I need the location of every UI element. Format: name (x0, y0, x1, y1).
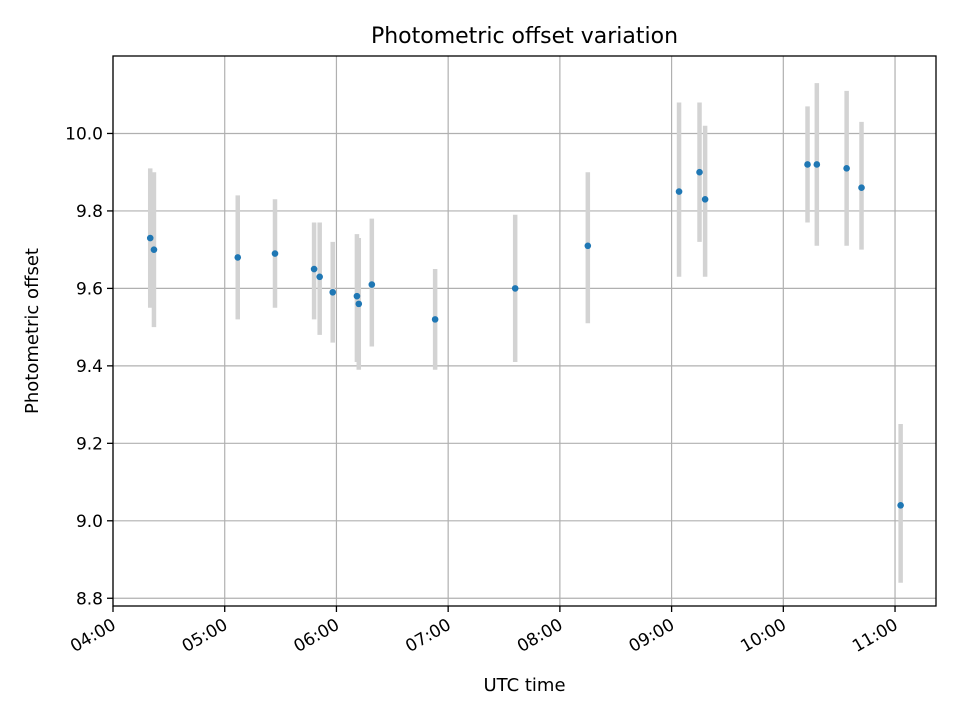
data-point (675, 188, 683, 195)
chart-title: Photometric offset variation (371, 24, 678, 49)
data-point (804, 161, 811, 168)
x-tick-label: 04:00 (67, 615, 119, 657)
data-point (696, 168, 703, 176)
data-points (146, 161, 904, 509)
data-point (584, 242, 592, 250)
x-tick-label: 11:00 (849, 615, 901, 657)
data-point (813, 161, 821, 168)
y-axis-ticks: 8.8 9.0 9.2 9.4 9.6 9.8 10.0 (65, 124, 113, 609)
x-tick-label: 07:00 (402, 615, 454, 657)
data-point (858, 184, 865, 191)
plot-frame (112, 55, 937, 607)
data-point (897, 501, 904, 509)
data-point (271, 250, 279, 257)
x-tick-label: 09:00 (626, 615, 678, 657)
y-tick-label: 10.0 (65, 124, 103, 144)
data-point (511, 285, 519, 292)
grid (112, 56, 936, 606)
data-point (368, 281, 376, 288)
x-tick-label: 10:00 (737, 615, 789, 657)
y-tick-label: 9.6 (76, 279, 103, 299)
x-tick-label: 05:00 (179, 615, 231, 657)
y-tick-label: 9.0 (76, 512, 103, 532)
error-bars (147, 83, 903, 583)
x-tick-label: 06:00 (291, 615, 343, 657)
data-point (316, 273, 323, 281)
x-tick-label: 08:00 (514, 615, 566, 657)
data-point (310, 265, 318, 273)
data-point (355, 300, 363, 308)
x-axis-ticks: 04:00 05:00 06:00 07:00 08:00 09:00 10:00 11:00 (67, 606, 902, 657)
data-point (431, 316, 439, 323)
data-point (353, 292, 361, 300)
data-point (701, 196, 709, 203)
y-tick-label: 9.2 (76, 434, 103, 454)
y-axis-label: Photometric offset (22, 248, 43, 414)
y-tick-label: 8.8 (76, 589, 103, 609)
data-point (843, 165, 850, 172)
y-tick-label: 9.8 (76, 202, 103, 222)
data-point (329, 288, 337, 296)
data-point (150, 246, 158, 253)
data-point (234, 254, 242, 261)
x-axis-label: UTC time (483, 675, 565, 696)
y-tick-label: 9.4 (76, 357, 103, 377)
data-point (146, 234, 154, 242)
